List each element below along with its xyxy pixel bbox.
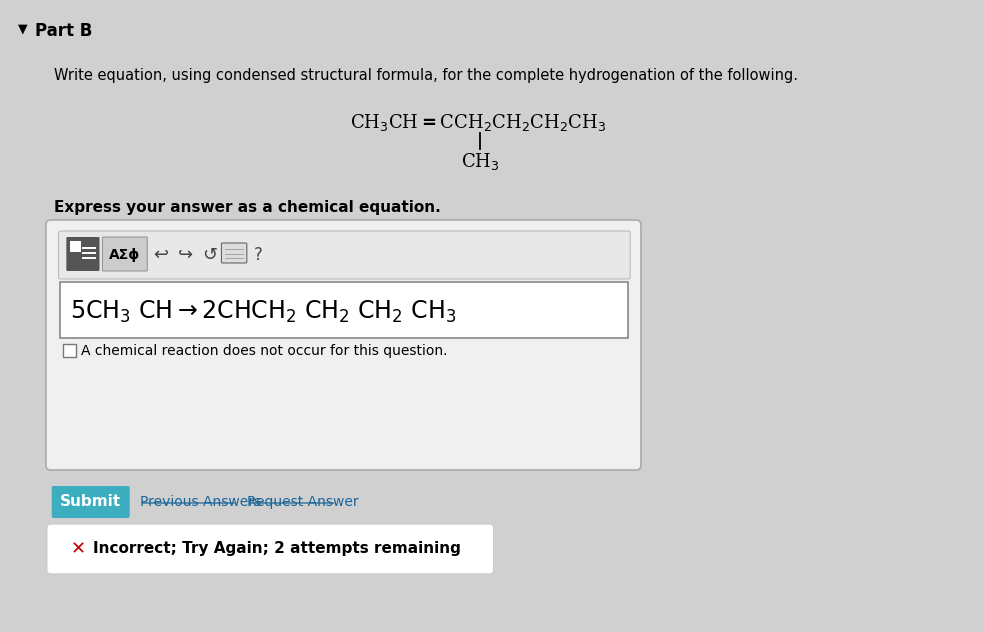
- Text: ↩: ↩: [154, 246, 168, 264]
- Text: Write equation, using condensed structural formula, for the complete hydrogenati: Write equation, using condensed structur…: [54, 68, 798, 83]
- FancyBboxPatch shape: [221, 243, 247, 263]
- Text: Submit: Submit: [60, 494, 121, 509]
- Text: Incorrect; Try Again; 2 attempts remaining: Incorrect; Try Again; 2 attempts remaini…: [92, 542, 461, 557]
- Text: Request Answer: Request Answer: [247, 495, 358, 509]
- Bar: [60, 282, 628, 338]
- Text: A chemical reaction does not occur for this question.: A chemical reaction does not occur for t…: [81, 344, 448, 358]
- FancyBboxPatch shape: [52, 486, 130, 518]
- Text: Express your answer as a chemical equation.: Express your answer as a chemical equati…: [54, 200, 441, 215]
- Text: ?: ?: [254, 246, 263, 264]
- Text: 5CH$_3$ CH$\rightarrow$2CHCH$_2$ CH$_2$ CH$_2$ CH$_3$: 5CH$_3$ CH$\rightarrow$2CHCH$_2$ CH$_2$ …: [70, 299, 457, 325]
- Text: ✕: ✕: [70, 540, 86, 558]
- Text: ↪: ↪: [178, 246, 193, 264]
- FancyBboxPatch shape: [102, 237, 148, 271]
- FancyBboxPatch shape: [66, 237, 99, 271]
- Text: Previous Answers: Previous Answers: [140, 495, 261, 509]
- FancyBboxPatch shape: [47, 524, 494, 574]
- FancyBboxPatch shape: [46, 220, 641, 470]
- Bar: [70, 241, 81, 252]
- Bar: [63, 344, 76, 357]
- Text: AΣϕ: AΣϕ: [109, 248, 141, 262]
- Text: Part B: Part B: [35, 22, 92, 40]
- Text: CH$_3$: CH$_3$: [461, 151, 499, 172]
- FancyBboxPatch shape: [58, 231, 630, 279]
- Text: ↺: ↺: [202, 246, 217, 264]
- Text: CH$_3$CH$\mathbf{=}$CCH$_2$CH$_2$CH$_2$CH$_3$: CH$_3$CH$\mathbf{=}$CCH$_2$CH$_2$CH$_2$C…: [349, 112, 606, 133]
- Text: ▼: ▼: [18, 22, 28, 35]
